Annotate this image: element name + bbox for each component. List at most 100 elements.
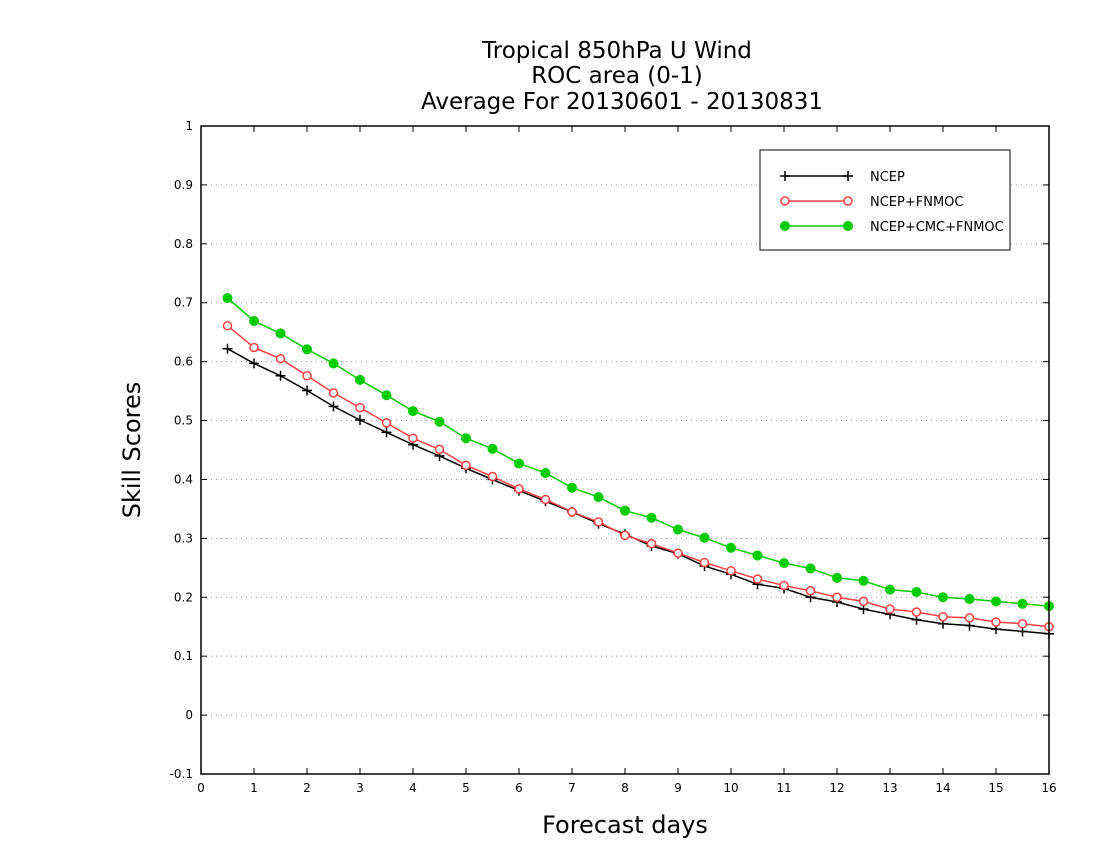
data-point-ncep-cmc-fnmoc	[514, 458, 524, 469]
data-point-ncep-fnmoc	[487, 471, 498, 482]
data-point-ncep-fnmoc	[540, 494, 551, 505]
data-point-ncep-fnmoc	[1017, 619, 1028, 629]
x-tick-label: 5	[462, 781, 470, 795]
data-point-ncep-cmc-fnmoc	[885, 584, 895, 595]
series-line-ncep	[227, 348, 1050, 635]
y-tick-label: 0.3	[174, 531, 193, 545]
y-tick-label: 0.8	[174, 237, 193, 251]
chart-title-line-3: Average For 20130601 - 20130831	[421, 89, 823, 115]
data-point-ncep-cmc-fnmoc	[434, 416, 445, 427]
y-tick-label: 0.5	[174, 414, 193, 428]
data-point-ncep-cmc-fnmoc	[328, 358, 339, 369]
data-point-ncep-fnmoc	[355, 402, 365, 413]
data-point-ncep-cmc-fnmoc	[381, 390, 392, 401]
data-point-ncep	[249, 358, 259, 369]
chart-title-line-1: Tropical 850hPa U Wind	[481, 38, 752, 64]
data-point-ncep-fnmoc	[408, 433, 418, 443]
data-point-ncep-cmc-fnmoc	[408, 406, 418, 417]
data-point-ncep-fnmoc	[964, 613, 975, 623]
data-point-ncep-fnmoc	[858, 596, 869, 607]
data-point-ncep-fnmoc	[885, 604, 895, 614]
legend-label-ncep-fnmoc: NCEP+FNMOC	[870, 195, 963, 210]
data-point-ncep-cmc-fnmoc	[222, 293, 233, 304]
x-tick-label: 9	[674, 781, 682, 795]
data-point-ncep	[302, 385, 312, 396]
series-ncep-cmc-fnmoc	[222, 293, 1054, 612]
legend-item-ncep-fnmoc: NCEP+FNMOC	[780, 195, 963, 210]
grid-lines	[201, 184, 1049, 716]
data-point-ncep-cmc-fnmoc	[991, 596, 1001, 607]
data-point-ncep-fnmoc	[222, 320, 233, 331]
data-point-ncep-fnmoc	[620, 530, 630, 541]
y-axis-title: Skill Scores	[118, 382, 146, 519]
y-tick-label: 0	[185, 708, 193, 722]
x-tick-label: 0	[197, 781, 205, 795]
x-tick-label: 4	[409, 781, 417, 795]
data-point-ncep-fnmoc	[567, 507, 577, 517]
y-tick-label: 1	[185, 119, 193, 133]
data-point-ncep-fnmoc	[249, 342, 259, 353]
x-tick-label: 12	[829, 781, 844, 795]
x-tick-label: 2	[303, 781, 311, 795]
y-tick-label: 0.7	[174, 296, 193, 310]
x-tick-label: 8	[621, 781, 629, 795]
series-line-ncep-cmc-fnmoc	[227, 297, 1050, 607]
data-point-ncep-fnmoc	[699, 557, 710, 568]
x-tick-label: 3	[356, 781, 364, 795]
data-point-ncep-fnmoc	[726, 566, 736, 576]
x-tick-label: 6	[515, 781, 523, 795]
axis-ticks: -0.100.10.20.30.40.50.60.70.80.910 1 2 3 4 5 6…	[170, 119, 1057, 795]
data-point-ncep-cmc-fnmoc	[673, 524, 683, 535]
data-point-ncep-fnmoc	[381, 418, 392, 428]
data-point-ncep-fnmoc	[514, 484, 524, 494]
data-point-ncep-fnmoc	[938, 611, 948, 622]
data-point-ncep-cmc-fnmoc	[540, 467, 551, 478]
y-tick-label: 0.1	[174, 649, 193, 663]
y-tick-label: 0.6	[174, 355, 193, 369]
data-point-ncep-fnmoc	[461, 460, 471, 471]
data-point-ncep	[381, 427, 392, 438]
legend-label-ncep: NCEP	[870, 170, 905, 185]
data-point-ncep-cmc-fnmoc	[249, 315, 259, 326]
data-point-ncep-cmc-fnmoc	[752, 550, 763, 561]
data-point-ncep-cmc-fnmoc	[620, 505, 630, 516]
data-point-ncep-cmc-fnmoc	[593, 492, 604, 503]
y-tick-label: -0.1	[170, 767, 193, 781]
x-tick-label: 16	[1041, 781, 1056, 795]
y-tick-label: 0.2	[174, 590, 193, 604]
plot-frame	[200, 125, 1050, 775]
data-point-ncep	[222, 343, 233, 354]
x-axis-title: Forecast days	[542, 811, 708, 839]
series-layer	[222, 293, 1054, 639]
data-point-ncep-cmc-fnmoc	[938, 592, 948, 603]
y-tick-label: 0.9	[174, 178, 193, 192]
chart-title-line-2: ROC area (0-1)	[531, 63, 703, 89]
data-point-ncep-cmc-fnmoc	[646, 512, 657, 523]
x-tick-label: 13	[882, 781, 897, 795]
data-point-ncep-fnmoc	[752, 574, 763, 584]
data-point-ncep-cmc-fnmoc	[567, 482, 577, 493]
data-point-ncep-cmc-fnmoc	[275, 328, 286, 339]
x-tick-label: 14	[935, 781, 950, 795]
data-point-ncep-fnmoc	[328, 388, 339, 398]
data-point-ncep-cmc-fnmoc	[779, 558, 789, 569]
data-point-ncep-fnmoc	[805, 586, 816, 596]
x-tick-label: 1	[250, 781, 258, 795]
data-point-ncep-fnmoc	[673, 548, 683, 558]
legend-label-ncep-cmc-fnmoc: NCEP+CMC+FNMOC	[870, 220, 1004, 235]
data-point-ncep-cmc-fnmoc	[726, 542, 736, 553]
data-point-ncep-cmc-fnmoc	[461, 433, 471, 444]
legend-box	[759, 149, 1011, 251]
data-point-ncep	[355, 414, 365, 425]
data-point-ncep-fnmoc	[832, 592, 842, 603]
legend-marker-start-ncep-fnmoc	[780, 196, 790, 206]
x-tick-label: 15	[988, 781, 1003, 795]
legend-item-ncep: NCEP	[780, 170, 905, 185]
data-point-ncep-fnmoc	[275, 353, 286, 364]
data-point-ncep-cmc-fnmoc	[805, 563, 816, 574]
data-point-ncep-fnmoc	[434, 444, 445, 455]
data-point-ncep-cmc-fnmoc	[858, 575, 869, 586]
data-point-ncep-cmc-fnmoc	[699, 532, 710, 543]
legend-marker-start-ncep-cmc-fnmoc	[780, 221, 790, 231]
